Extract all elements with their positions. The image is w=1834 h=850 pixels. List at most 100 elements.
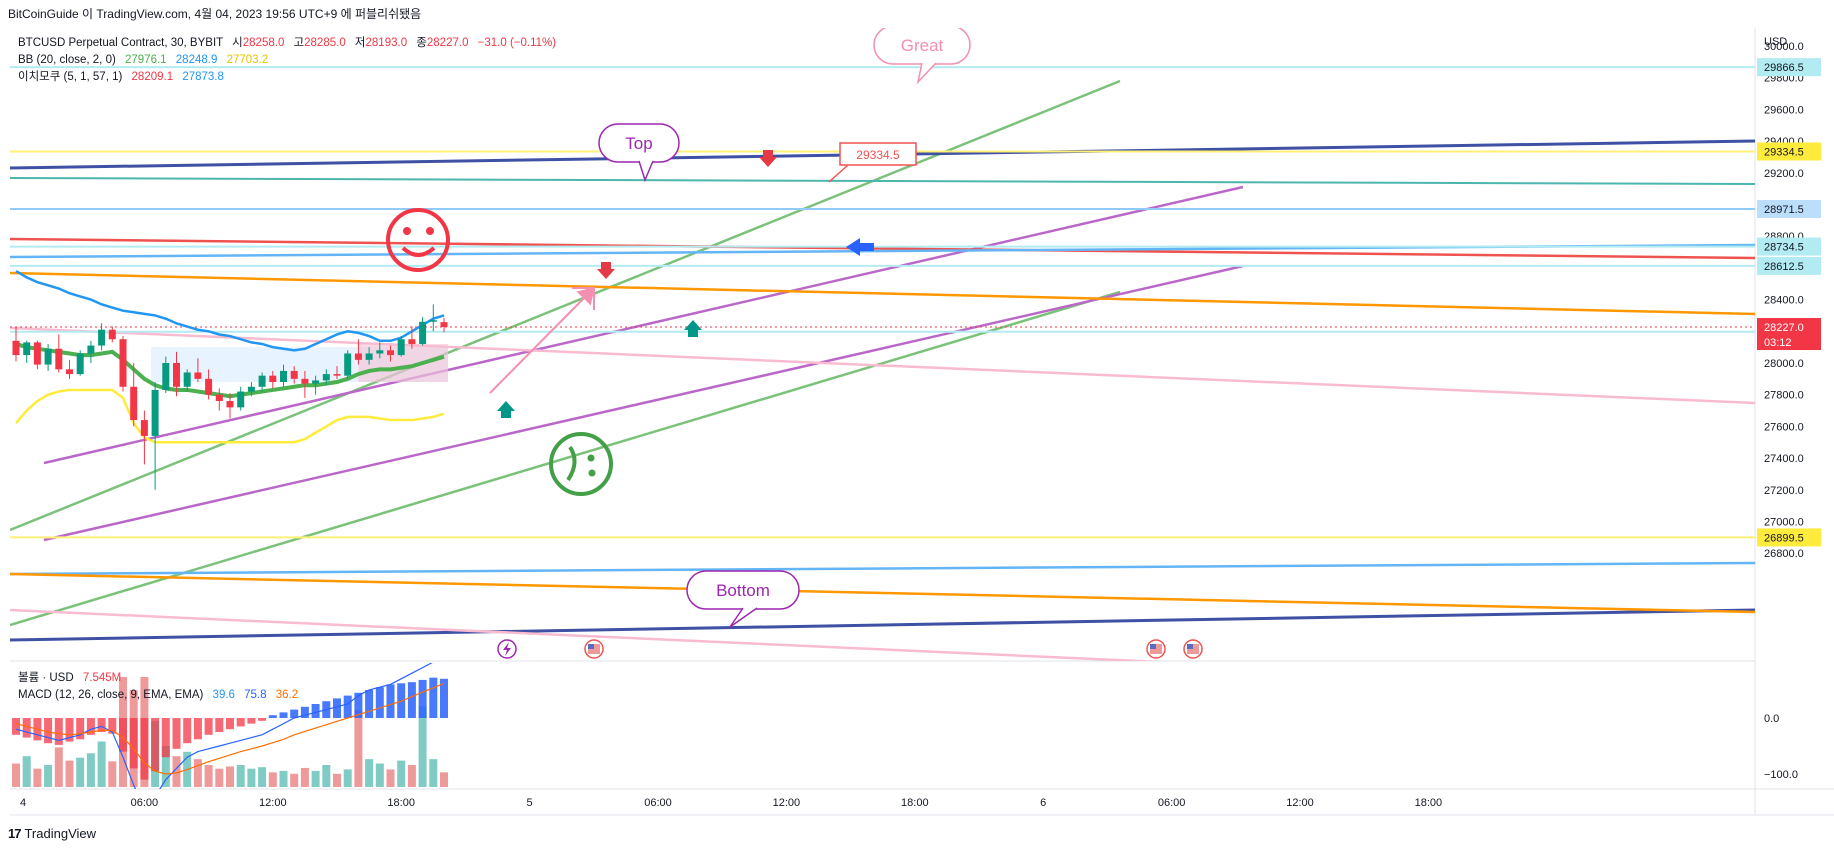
tradingview-logo-icon: 17	[8, 826, 22, 841]
arrow-up-icon	[684, 320, 702, 337]
candle[interactable]	[183, 369, 191, 392]
signal-line	[15, 682, 445, 775]
candle[interactable]	[344, 350, 352, 379]
candle[interactable]	[33, 340, 41, 370]
candle[interactable]	[408, 326, 416, 349]
candle[interactable]	[140, 410, 148, 465]
candle[interactable]	[237, 386, 245, 411]
volume-bar	[54, 747, 63, 787]
candle-body	[365, 353, 373, 360]
candle[interactable]	[290, 366, 298, 384]
trend-line-navy-bottom	[10, 608, 1755, 642]
us-flag-icon[interactable]	[584, 639, 604, 659]
price-tick-label: 27000.0	[1764, 517, 1804, 529]
happy-face-mouth	[401, 246, 436, 257]
price-level-label-bg	[1757, 528, 1821, 547]
candle[interactable]	[322, 369, 330, 386]
candle[interactable]	[194, 358, 202, 383]
macd-histogram-bar	[151, 718, 160, 772]
drawing-markers: Great Top Bottom 29334.5	[386, 28, 971, 628]
macd-histogram-bar	[86, 718, 95, 735]
candle[interactable]	[98, 323, 106, 351]
price-level-label-bg	[1757, 256, 1821, 275]
candle[interactable]	[173, 351, 180, 397]
candle-body	[387, 350, 394, 356]
candle[interactable]	[55, 334, 63, 373]
macd-histogram-bar	[183, 718, 192, 744]
candle[interactable]	[376, 342, 384, 359]
candle[interactable]	[87, 340, 95, 363]
price-note-pointer	[828, 164, 849, 183]
candle[interactable]	[301, 370, 309, 398]
time-tick-label: 4	[20, 797, 26, 809]
candle[interactable]	[130, 363, 138, 427]
us-flag-icon[interactable]	[1183, 639, 1203, 659]
volume-bar	[193, 759, 202, 787]
candle[interactable]	[44, 343, 52, 371]
candle[interactable]	[119, 336, 127, 392]
lightning-icon[interactable]	[497, 639, 517, 659]
candle[interactable]	[333, 366, 341, 379]
trend-line-orange-bottom	[10, 572, 1755, 614]
volume-bar	[86, 753, 95, 787]
candle[interactable]	[354, 339, 362, 365]
macd-histogram-bar	[140, 718, 149, 780]
happy-face-eye	[426, 227, 434, 235]
macd-histogram-bar	[365, 690, 374, 718]
candle[interactable]	[419, 317, 427, 346]
macd-line	[15, 663, 433, 789]
candle-body	[33, 342, 41, 365]
candle-body	[290, 370, 298, 379]
event-icons[interactable]	[497, 639, 1203, 659]
volume-bar	[12, 763, 20, 787]
candle[interactable]	[387, 345, 394, 362]
macd-histogram-bar	[54, 718, 63, 745]
candle[interactable]	[76, 350, 84, 376]
candle[interactable]	[365, 347, 373, 365]
candle-body	[215, 394, 223, 402]
price-note-frame	[839, 142, 917, 166]
candle-body	[280, 370, 287, 383]
volume-bar	[322, 765, 331, 787]
candle[interactable]	[226, 393, 234, 419]
arrow-left-icon	[846, 238, 874, 256]
candle[interactable]	[108, 326, 116, 343]
candle-body	[237, 391, 245, 408]
candle-body	[354, 353, 362, 360]
candle[interactable]	[23, 340, 31, 363]
candle[interactable]	[269, 370, 277, 389]
volume-bar	[44, 765, 53, 787]
macd-histogram-bar	[236, 718, 245, 727]
time-axis[interactable]: 4 06:00 12:00 18:00 5 06:00 12:00 18:00 6 06:00 12…	[20, 797, 1442, 809]
candle[interactable]	[397, 336, 405, 357]
candle[interactable]	[205, 369, 213, 400]
great-bubble: Great	[873, 28, 971, 85]
candle[interactable]	[215, 388, 223, 411]
time-tick-label: 06:00	[644, 797, 672, 809]
trend-line-teal	[10, 177, 1755, 185]
price-axis[interactable]: 30000.029800.029600.029400.029200.028800…	[1764, 41, 1804, 560]
candle-body	[108, 329, 116, 340]
macd-indicator	[12, 663, 448, 789]
candle-body	[140, 420, 148, 436]
candle[interactable]	[247, 382, 255, 397]
candle[interactable]	[440, 317, 448, 333]
candle[interactable]	[280, 364, 287, 387]
candle[interactable]	[312, 375, 320, 395]
candle[interactable]	[429, 304, 437, 332]
price-level-label-bg	[1757, 58, 1821, 77]
candlestick-series[interactable]	[12, 304, 448, 490]
candle[interactable]	[162, 356, 170, 394]
us-flag-icon[interactable]	[1146, 639, 1166, 659]
candle[interactable]	[12, 326, 20, 362]
price-note-text: 29334.5	[856, 148, 900, 162]
candle-body	[269, 375, 277, 383]
volume-bar	[354, 710, 363, 787]
candle[interactable]	[151, 382, 159, 490]
macd-histogram-bar	[354, 692, 363, 718]
macd-histogram-bar	[12, 718, 20, 735]
candle-body	[66, 369, 73, 375]
candle[interactable]	[258, 372, 266, 392]
candle[interactable]	[66, 359, 73, 379]
